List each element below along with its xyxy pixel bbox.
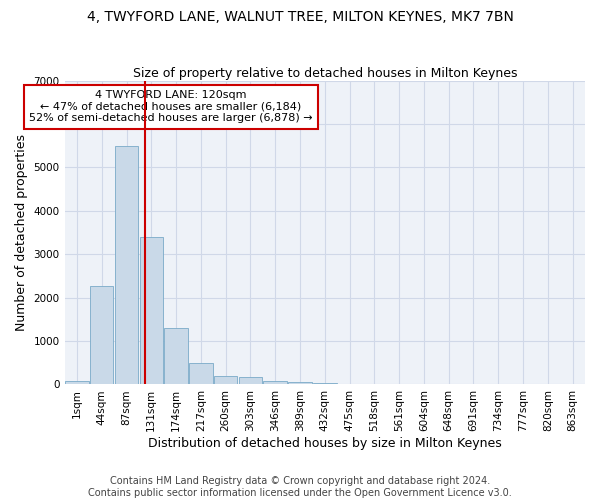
Bar <box>164 328 188 384</box>
Text: Contains HM Land Registry data © Crown copyright and database right 2024.
Contai: Contains HM Land Registry data © Crown c… <box>88 476 512 498</box>
Title: Size of property relative to detached houses in Milton Keynes: Size of property relative to detached ho… <box>133 66 517 80</box>
Bar <box>288 382 312 384</box>
Text: 4, TWYFORD LANE, WALNUT TREE, MILTON KEYNES, MK7 7BN: 4, TWYFORD LANE, WALNUT TREE, MILTON KEY… <box>86 10 514 24</box>
Bar <box>313 382 337 384</box>
Bar <box>189 363 212 384</box>
Bar <box>214 376 238 384</box>
Bar <box>90 286 113 384</box>
Bar <box>263 380 287 384</box>
Bar <box>140 237 163 384</box>
Bar <box>65 382 89 384</box>
Bar <box>239 377 262 384</box>
X-axis label: Distribution of detached houses by size in Milton Keynes: Distribution of detached houses by size … <box>148 437 502 450</box>
Text: 4 TWYFORD LANE: 120sqm
← 47% of detached houses are smaller (6,184)
52% of semi-: 4 TWYFORD LANE: 120sqm ← 47% of detached… <box>29 90 313 124</box>
Y-axis label: Number of detached properties: Number of detached properties <box>15 134 28 331</box>
Bar <box>115 146 138 384</box>
